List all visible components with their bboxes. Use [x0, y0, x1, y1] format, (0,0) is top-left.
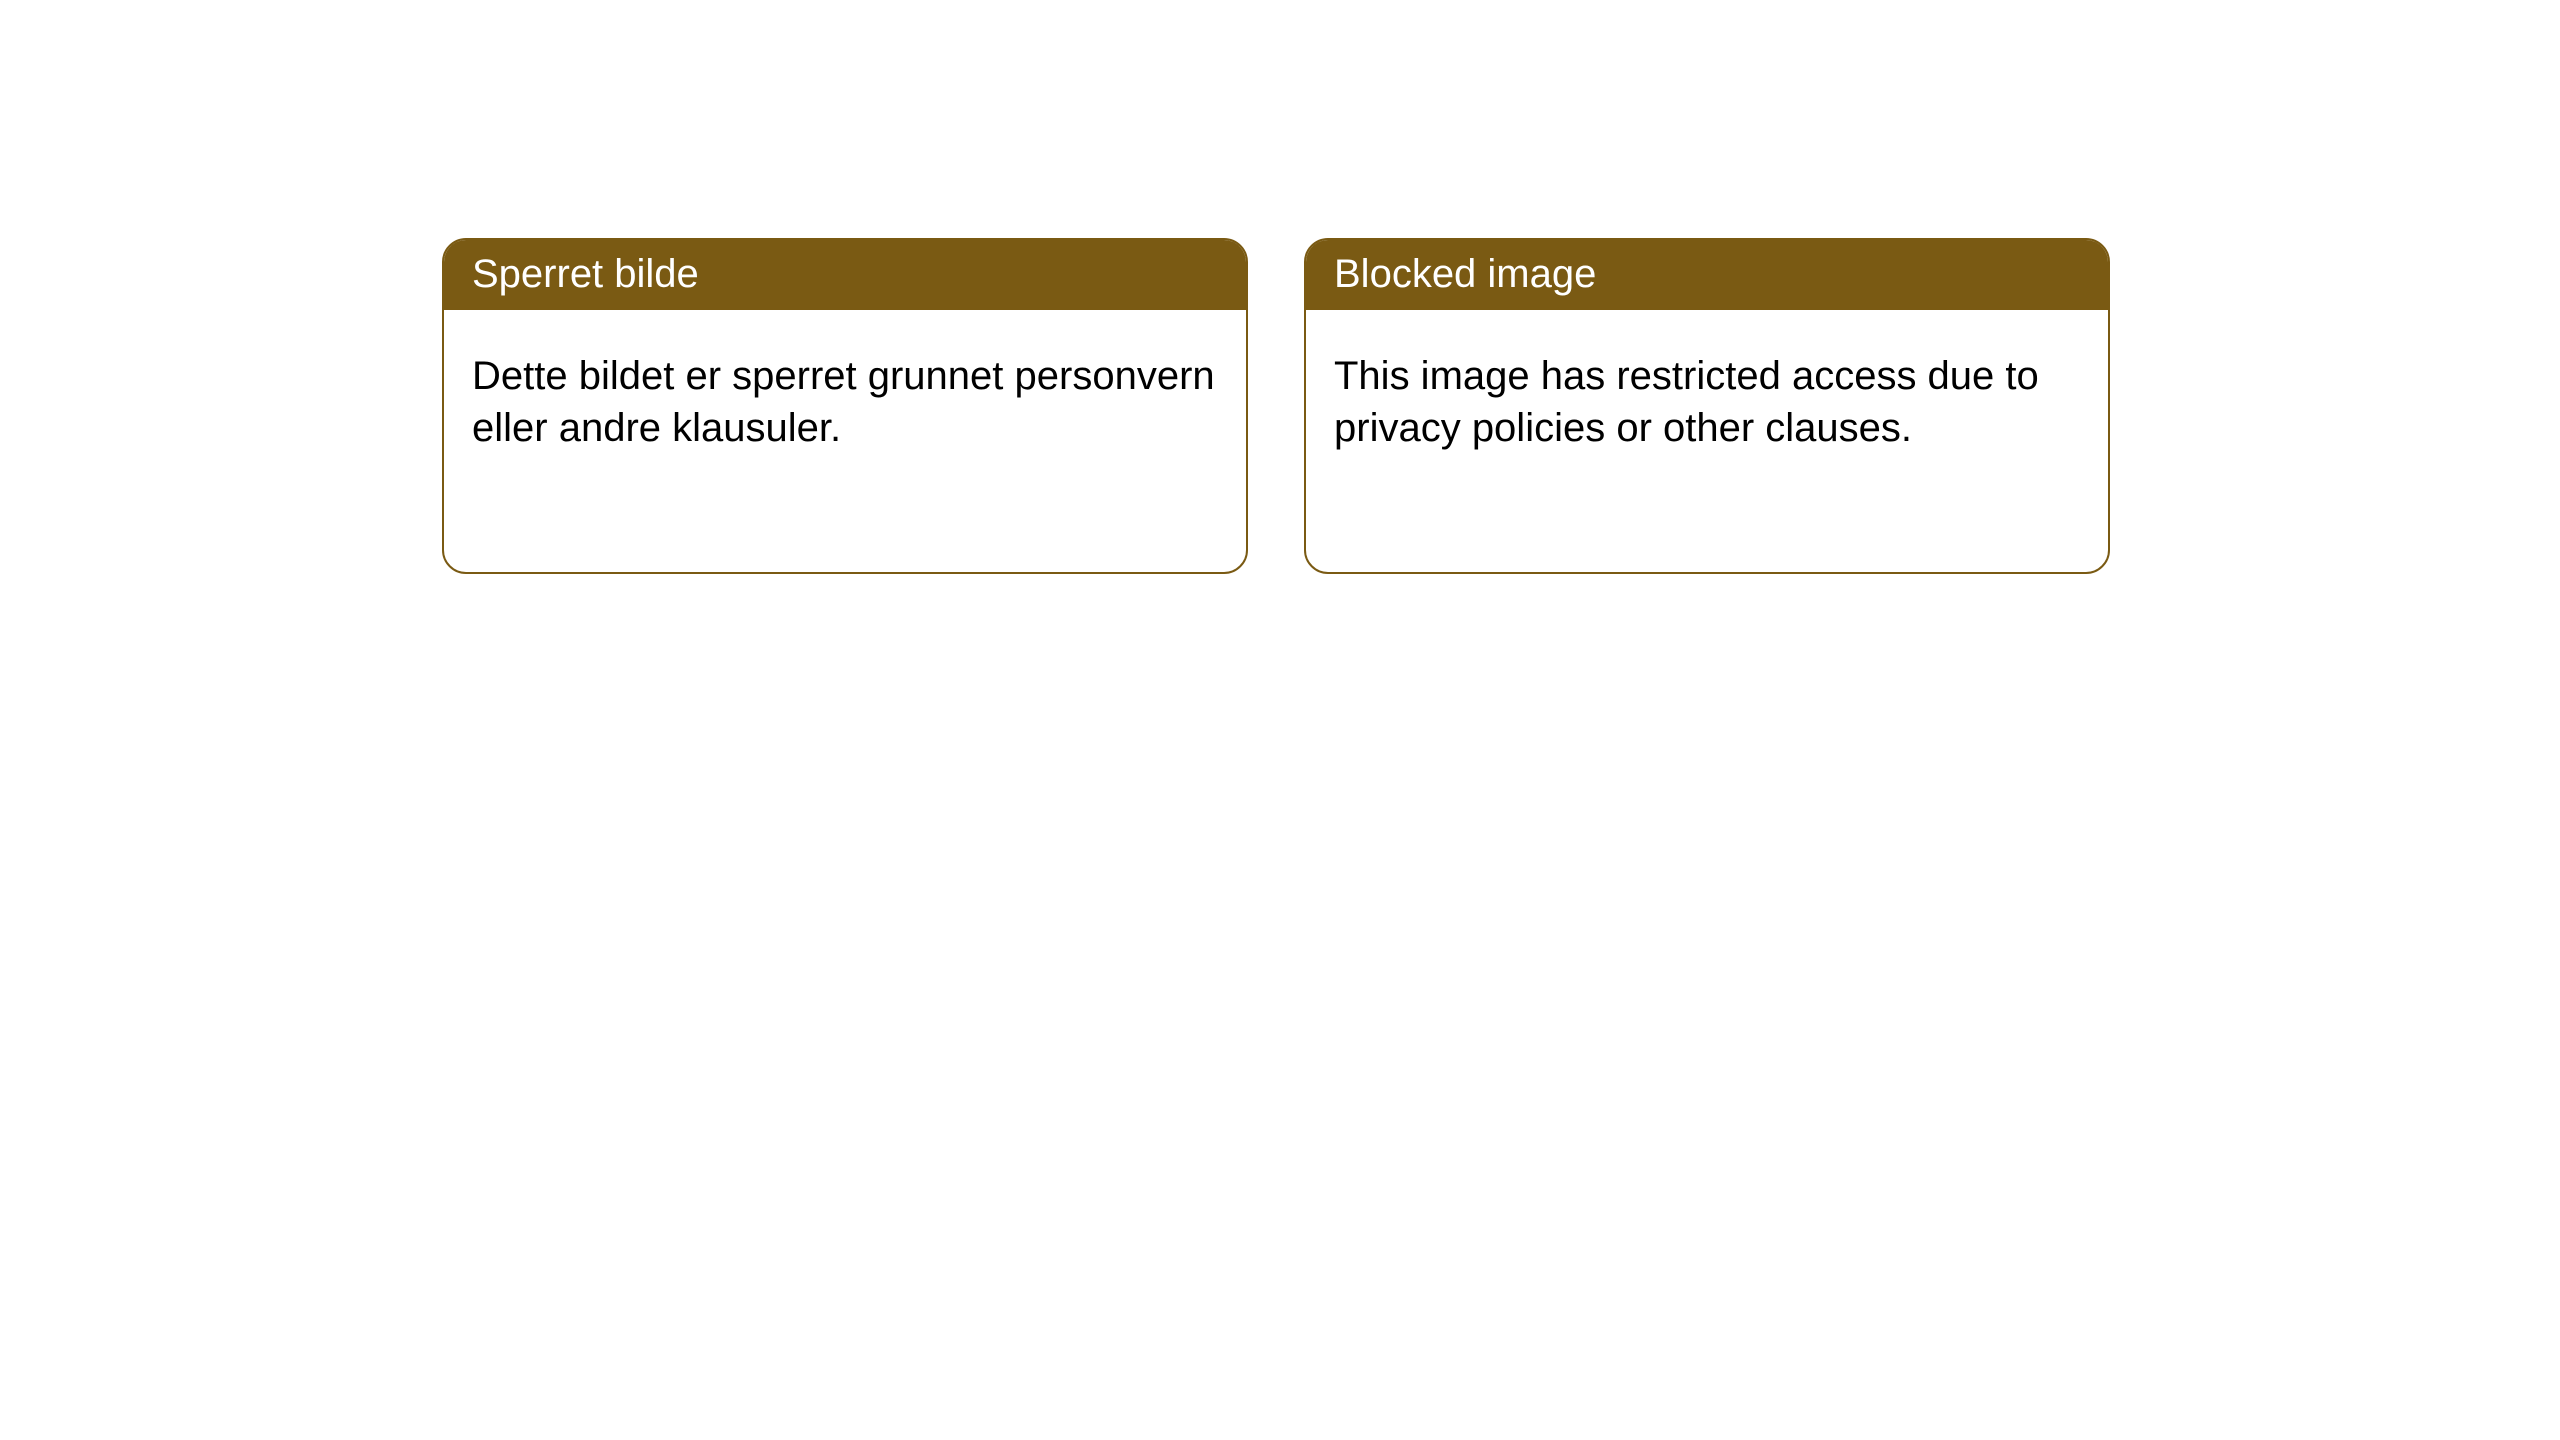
notice-container: Sperret bilde Dette bildet er sperret gr…: [0, 0, 2560, 574]
notice-header-no: Sperret bilde: [444, 240, 1246, 310]
notice-header-en: Blocked image: [1306, 240, 2108, 310]
notice-card-no: Sperret bilde Dette bildet er sperret gr…: [442, 238, 1248, 574]
notice-body-no: Dette bildet er sperret grunnet personve…: [444, 310, 1246, 482]
notice-body-en: This image has restricted access due to …: [1306, 310, 2108, 482]
notice-card-en: Blocked image This image has restricted …: [1304, 238, 2110, 574]
